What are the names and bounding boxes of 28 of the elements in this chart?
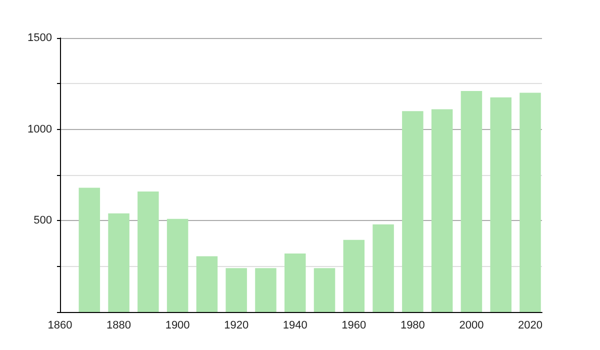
bar <box>284 254 306 312</box>
bar <box>431 109 453 312</box>
x-tick-label: 1980 <box>400 320 425 332</box>
y-tick-label: 500 <box>34 214 52 227</box>
bar <box>520 92 541 312</box>
x-tick-label: 1940 <box>282 320 308 332</box>
x-tick-label: 1960 <box>342 320 366 332</box>
bar <box>314 268 336 312</box>
bar <box>138 191 159 312</box>
bar <box>108 213 130 312</box>
x-tick-label: 1860 <box>48 320 72 332</box>
bar <box>255 268 276 312</box>
x-tick-label: 2000 <box>459 320 484 332</box>
y-tick-label: 1000 <box>28 123 52 136</box>
bar <box>372 224 394 312</box>
x-tick-label: 2020 <box>518 320 542 332</box>
x-tick-label: 1880 <box>106 320 132 332</box>
x-tick-label: 1920 <box>224 320 249 332</box>
bar <box>460 90 482 312</box>
bar <box>490 97 512 312</box>
bar <box>402 111 424 312</box>
bar <box>343 240 365 312</box>
x-tick-label: 1900 <box>165 320 190 332</box>
bar <box>196 256 218 312</box>
bar <box>226 268 247 312</box>
bar <box>166 218 188 312</box>
y-tick-label: 1500 <box>28 32 52 44</box>
bar <box>78 188 100 312</box>
